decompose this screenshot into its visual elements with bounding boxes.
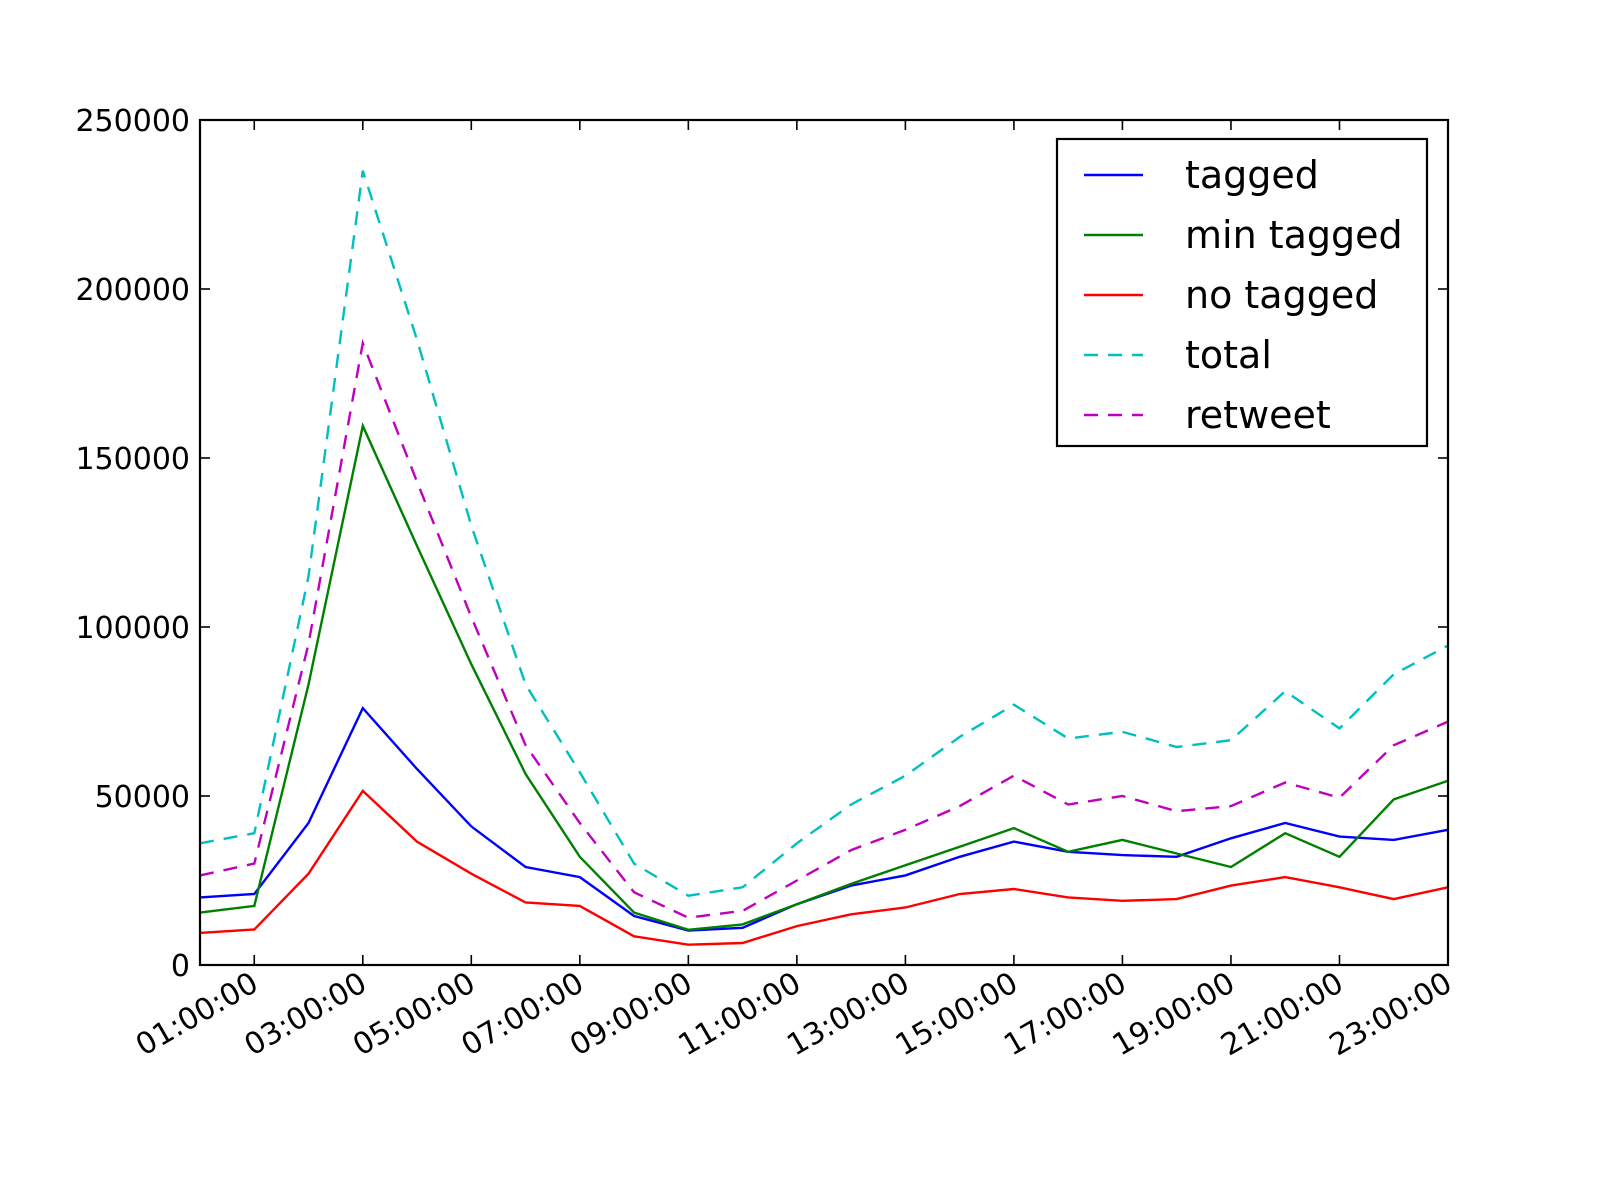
x-tick-label: 17:00:00: [998, 966, 1132, 1064]
x-tick-label: 21:00:00: [1215, 966, 1349, 1064]
legend-label-total: total: [1185, 333, 1272, 377]
x-tick-label: 03:00:00: [239, 966, 373, 1064]
legend-box: [1055, 137, 1429, 448]
x-tick-label: 13:00:00: [781, 966, 915, 1064]
legend-label-retweet: retweet: [1185, 393, 1331, 437]
y-tick-label: 200000: [75, 273, 190, 308]
legend: tagged min tagged no tagged total retweet: [1055, 137, 1429, 448]
x-tick-label: 19:00:00: [1107, 966, 1241, 1064]
legend-label-tagged: tagged: [1185, 153, 1319, 197]
x-tick-label: 09:00:00: [564, 966, 698, 1064]
y-tick-label: 150000: [75, 442, 190, 477]
x-tick-label: 11:00:00: [673, 966, 807, 1064]
x-tick-label: 01:00:00: [130, 966, 264, 1064]
legend-label-no-tagged: no tagged: [1185, 273, 1378, 317]
series-line-no-tagged: [199, 789, 1449, 946]
x-tick-label: 15:00:00: [890, 966, 1024, 1064]
x-tick-label: 07:00:00: [456, 966, 590, 1064]
x-tick-label: 23:00:00: [1324, 966, 1458, 1064]
series-line-retweet: [199, 338, 1449, 919]
plot-frame: [198, 118, 1450, 967]
y-tick-label: 100000: [75, 611, 190, 646]
series-line-min-tagged: [199, 422, 1449, 932]
y-tick-label: 250000: [75, 104, 190, 139]
series-line-tagged: [199, 705, 1449, 932]
series-line-total: [199, 170, 1449, 897]
x-tick-label: 05:00:00: [347, 966, 481, 1064]
series-lines: [199, 170, 1449, 946]
y-tick-label: 50000: [95, 780, 190, 815]
y-tick-label: 0: [171, 949, 190, 984]
legend-label-min-tagged: min tagged: [1185, 213, 1403, 257]
